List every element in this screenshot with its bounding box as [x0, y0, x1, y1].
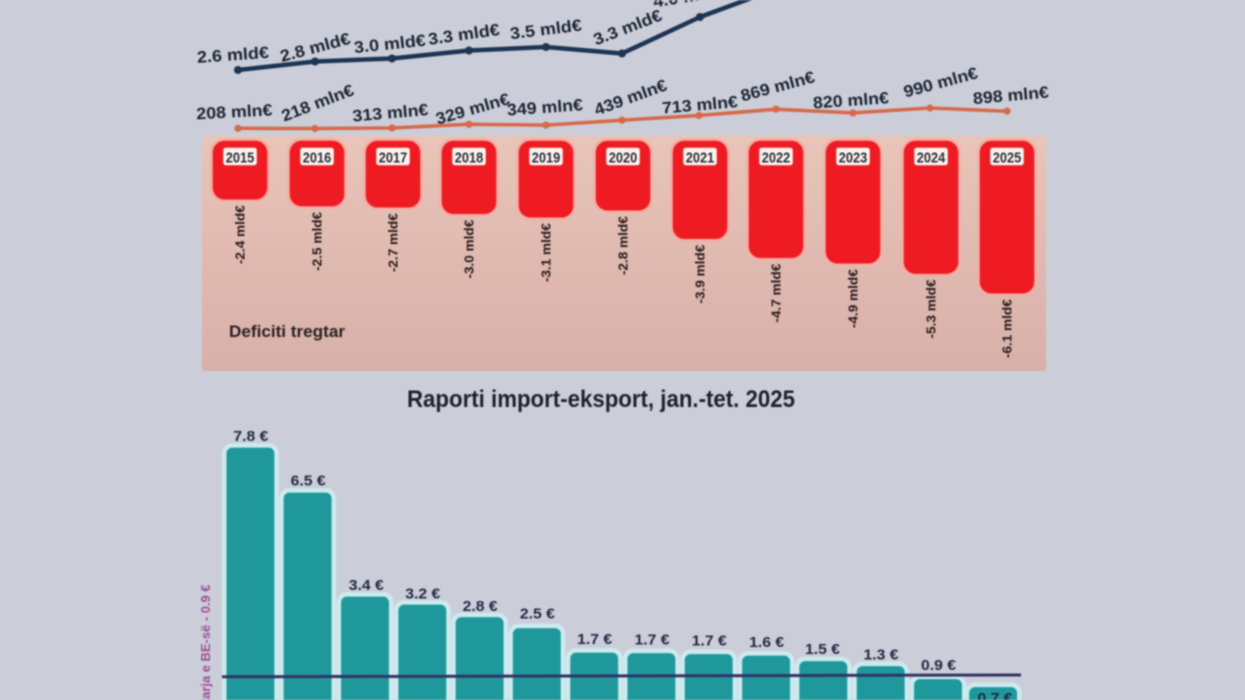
svg-text:-6.1 mld€: -6.1 mld€: [999, 299, 1014, 358]
svg-text:1.6 €: 1.6 €: [749, 634, 785, 651]
svg-text:4.0 mld€: 4.0 mld€: [652, 0, 726, 11]
svg-text:Deficiti tregtar: Deficiti tregtar: [229, 322, 345, 341]
svg-text:2015: 2015: [226, 149, 255, 166]
svg-text:208 mln€: 208 mln€: [196, 101, 273, 123]
svg-text:-3.1 mld€: -3.1 mld€: [538, 223, 553, 282]
svg-text:2023: 2023: [839, 149, 868, 166]
svg-text:349 mln€: 349 mln€: [506, 96, 583, 119]
svg-text:-2.5 mld€: -2.5 mld€: [309, 212, 324, 271]
svg-text:3.4 €: 3.4 €: [349, 577, 385, 594]
svg-text:-3.0 mld€: -3.0 mld€: [461, 220, 476, 279]
svg-text:-3.9 mld€: -3.9 mld€: [692, 245, 707, 304]
svg-text:-4.9 mld€: -4.9 mld€: [845, 269, 860, 328]
svg-text:2019: 2019: [532, 149, 561, 166]
svg-text:1.7 €: 1.7 €: [635, 632, 671, 649]
svg-text:2018: 2018: [455, 149, 484, 166]
svg-text:-4.7 mld€: -4.7 mld€: [768, 264, 783, 323]
svg-text:2.6 mld€: 2.6 mld€: [196, 44, 269, 67]
svg-text:6.5 €: 6.5 €: [291, 473, 327, 490]
svg-text:1.7 €: 1.7 €: [577, 631, 613, 648]
svg-text:2022: 2022: [762, 149, 791, 166]
svg-text:0.9 €: 0.9 €: [921, 657, 957, 674]
svg-text:2025: 2025: [993, 149, 1022, 166]
svg-text:-5.3 mld€: -5.3 mld€: [923, 280, 938, 339]
svg-text:7.8 €: 7.8 €: [233, 428, 269, 445]
svg-text:-2.4 mld€: -2.4 mld€: [232, 205, 247, 264]
svg-text:820 mln€: 820 mln€: [812, 89, 889, 112]
svg-text:2016: 2016: [303, 149, 332, 166]
svg-text:2020: 2020: [609, 149, 638, 166]
svg-text:2021: 2021: [686, 149, 715, 166]
svg-text:1.3 €: 1.3 €: [864, 647, 900, 664]
svg-text:Mesatarja e BE-së - 0.9 €: Mesatarja e BE-së - 0.9 €: [199, 584, 213, 700]
svg-text:2024: 2024: [917, 149, 946, 166]
svg-text:-2.8 mld€: -2.8 mld€: [615, 216, 630, 275]
svg-text:-2.7 mld€: -2.7 mld€: [385, 213, 400, 272]
svg-text:Raporti import-eksport, jan.-t: Raporti import-eksport, jan.-tet. 2025: [407, 386, 795, 413]
svg-text:1.7 €: 1.7 €: [692, 633, 728, 650]
svg-text:1.5 €: 1.5 €: [805, 641, 841, 658]
svg-text:3.2 €: 3.2 €: [405, 586, 441, 603]
svg-text:2.8 €: 2.8 €: [463, 598, 499, 615]
svg-text:2.5 €: 2.5 €: [520, 606, 556, 623]
svg-text:0.7 €: 0.7 €: [978, 690, 1014, 700]
svg-text:2017: 2017: [379, 149, 408, 166]
